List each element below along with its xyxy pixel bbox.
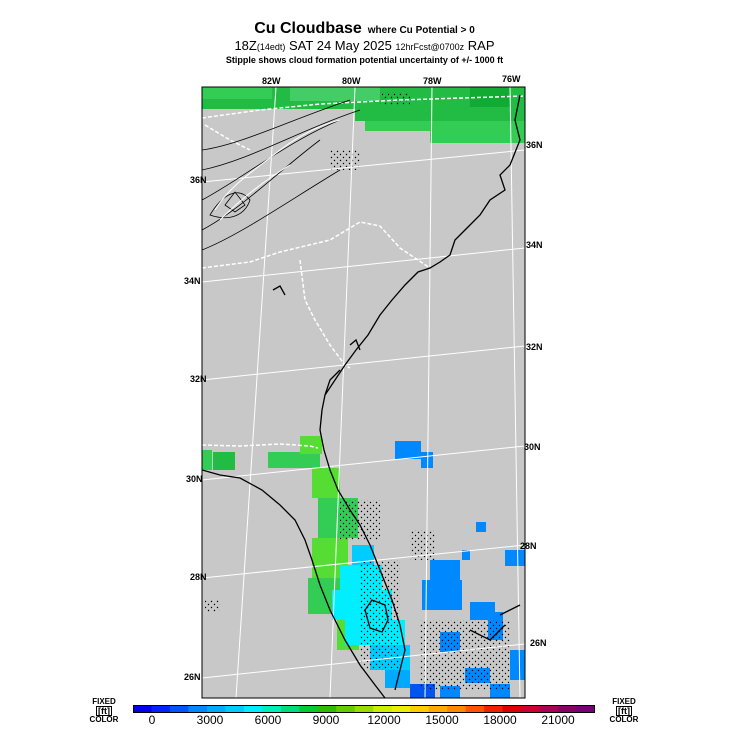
colorbar-tick-label: 3000 (196, 713, 224, 727)
left-note-color: COLOR (89, 715, 119, 724)
colorbar-swatch (262, 705, 282, 713)
graticule (202, 87, 525, 698)
stipple-note: Stipple shows cloud formation potential … (225, 55, 504, 65)
colorbar-tick-label: 21000 (541, 713, 575, 727)
colorbar-tick-label: 9000 (312, 713, 340, 727)
colorbar-swatch (428, 705, 448, 713)
colorbar-swatch (502, 705, 522, 713)
colorbar-swatch (391, 705, 411, 713)
title-main: Cu Cloudbase (254, 20, 362, 37)
lon-label-80w: 80W (342, 76, 361, 86)
colorbar-border (133, 705, 595, 713)
lat-label-right-30n: 30N (524, 442, 541, 452)
colorbar-swatch (373, 705, 393, 713)
lat-label-left-36n: 36N (190, 175, 207, 185)
colorbar-swatch (354, 705, 374, 713)
colorbar-swatch (169, 705, 189, 713)
lon-label-76w: 76W (502, 74, 521, 84)
lon-label-82w: 82W (262, 76, 281, 86)
colorbar-swatch (133, 705, 152, 713)
colorbar-swatch (299, 705, 319, 713)
colorbar-swatch (558, 705, 578, 713)
valid-time: 18Z (234, 38, 257, 53)
map-frame (201, 86, 526, 699)
map-title: Cu Cloudbase where Cu Potential > 0 (0, 20, 729, 38)
model-name: RAP (467, 38, 495, 53)
colorbar-tick-label: 18000 (483, 713, 517, 727)
colorbar-swatch (317, 705, 337, 713)
right-note-unit: [ft] (616, 706, 632, 716)
lat-label-left-30n: 30N (186, 474, 203, 484)
lat-label-right-32n: 32N (526, 342, 543, 352)
colorbar-swatch (576, 705, 595, 713)
coastline (202, 94, 521, 698)
colorbar-swatch (484, 705, 504, 713)
lat-label-left-34n: 34N (184, 276, 201, 286)
lon-label-78w: 78W (423, 76, 442, 86)
colorbar-swatch (188, 705, 208, 713)
colorbar-swatch (243, 705, 263, 713)
lat-label-left-32n: 32N (190, 374, 207, 384)
colorbar-swatch (539, 705, 559, 713)
valid-date: SAT 24 May 2025 (289, 38, 392, 53)
lat-label-left-26n: 26N (184, 672, 201, 682)
right-note-color: COLOR (609, 715, 639, 724)
state-borders (202, 95, 525, 449)
right-note-fixed: FIXED (612, 697, 636, 706)
colorbar-left-note: FIXED [ft] COLOR (85, 698, 123, 724)
colorbar-swatch (410, 705, 430, 713)
left-note-unit: [ft] (96, 706, 112, 716)
lat-label-right-26n: 26N (530, 638, 547, 648)
colorbar-swatch (151, 705, 171, 713)
forecast-time-line: 18Z(14edt) SAT 24 May 2025 12hrFcst@0700… (0, 38, 729, 53)
lat-label-right-28n: 28N (520, 541, 537, 551)
colorbar-tick-label: 6000 (254, 713, 282, 727)
colorbar-swatch (225, 705, 245, 713)
colorbar-tick-label: 12000 (367, 713, 401, 727)
colorbar-swatch (465, 705, 485, 713)
local-time: (14edt) (256, 42, 286, 52)
lat-label-right-36n: 36N (526, 140, 543, 150)
colorbar-swatch (447, 705, 467, 713)
colorbar-tick-label: 15000 (425, 713, 459, 727)
colorbar-tick-label: 0 (148, 713, 156, 727)
lat-label-right-34n: 34N (526, 240, 543, 250)
cloudbase-region-north (202, 87, 525, 143)
left-note-fixed: FIXED (92, 697, 116, 706)
lat-label-left-28n: 28N (190, 572, 207, 582)
title-suffix: where Cu Potential > 0 (367, 25, 475, 36)
colorbar-right-note: FIXED [ft] COLOR (604, 698, 644, 724)
forecast-hour: 12hrFcst@0700z (395, 42, 465, 52)
colorbar-swatch (206, 705, 226, 713)
colorbar (133, 705, 595, 713)
colorbar-swatch (280, 705, 300, 713)
colorbar-swatch (336, 705, 356, 713)
terrain-contours-white (214, 119, 341, 221)
colorbar-swatch (521, 705, 541, 713)
